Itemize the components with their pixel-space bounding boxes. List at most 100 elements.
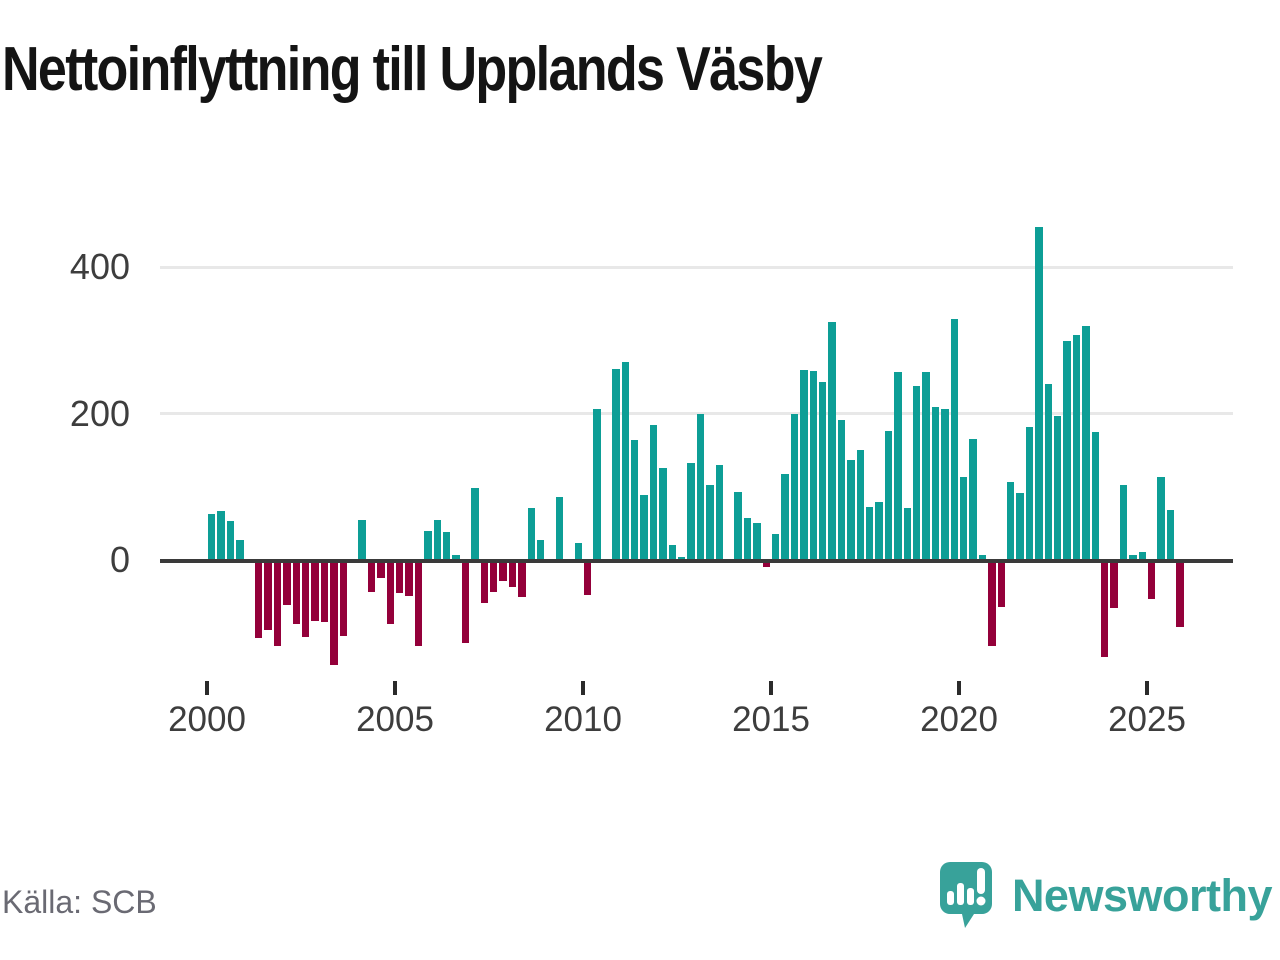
bar-2024-q4 bbox=[1138, 551, 1146, 561]
bar-2015-q2 bbox=[781, 473, 789, 561]
bar-2001-q4 bbox=[273, 562, 282, 646]
bar-2009-q4 bbox=[574, 543, 582, 561]
bar-2003-q3 bbox=[339, 562, 347, 637]
bar-2000-q4 bbox=[236, 540, 244, 561]
bar-chart: 0 200 400 2000 2005 2010 2015 2020 2025 bbox=[69, 227, 1233, 739]
x-axis-label-2015: 2015 bbox=[732, 700, 810, 739]
bar-2020-q2 bbox=[969, 439, 977, 561]
bar-2020-q3 bbox=[978, 554, 987, 561]
bar-2016-q4 bbox=[837, 420, 846, 561]
newsworthy-wordmark: Newsworthy bbox=[1011, 870, 1273, 921]
bar-2003-q2 bbox=[330, 562, 338, 666]
bar-2013-q1 bbox=[696, 414, 705, 561]
bar-2004-q2 bbox=[367, 562, 376, 592]
bar-2014-q3 bbox=[753, 523, 761, 561]
bar-2020-q4 bbox=[988, 562, 996, 647]
bar-2016-q2 bbox=[819, 382, 827, 561]
bar-2015-q3 bbox=[790, 413, 799, 561]
bar-2001-q2 bbox=[255, 562, 263, 639]
bar-2000-q1 bbox=[208, 513, 216, 561]
chart-title: Nettoinflyttning till Upplands Väsby bbox=[2, 35, 823, 104]
bar-2018-q4 bbox=[913, 385, 921, 561]
x-axis-label-2010: 2010 bbox=[544, 700, 622, 739]
bar-2004-q4 bbox=[386, 562, 394, 625]
bar-2000-q3 bbox=[226, 521, 235, 561]
x-axis-label-2000: 2000 bbox=[168, 700, 246, 739]
bar-2014-q4 bbox=[762, 562, 770, 568]
bar-2018-q2 bbox=[894, 372, 902, 561]
bar-2017-q1 bbox=[847, 459, 855, 561]
bar-2007-q4 bbox=[499, 562, 507, 582]
bar-2022-q2 bbox=[1044, 384, 1052, 561]
bar-2017-q4 bbox=[875, 502, 883, 561]
bar-2024-q3 bbox=[1129, 554, 1137, 561]
bar-2019-q1 bbox=[922, 372, 930, 561]
bar-2020-q1 bbox=[960, 476, 968, 561]
bar-2006-q2 bbox=[443, 532, 451, 561]
speech-bubble-bar-chart-icon bbox=[939, 862, 992, 928]
x-tick-2010 bbox=[581, 681, 585, 695]
bar-2010-q2 bbox=[593, 409, 601, 561]
bar-2008-q1 bbox=[508, 562, 517, 588]
bar-2007-q3 bbox=[490, 562, 498, 593]
x-tick-2000 bbox=[205, 681, 209, 695]
y-axis-label-200: 200 bbox=[69, 392, 130, 434]
bar-2025-q3 bbox=[1166, 510, 1175, 561]
x-tick-2025 bbox=[1145, 681, 1149, 695]
bar-2021-q3 bbox=[1016, 493, 1024, 561]
y-axis-label-0: 0 bbox=[109, 539, 130, 580]
bar-2024-q1 bbox=[1110, 562, 1118, 608]
bar-2012-q1 bbox=[659, 467, 667, 561]
x-tick-2005 bbox=[393, 681, 397, 695]
bar-2002-q2 bbox=[292, 562, 300, 625]
bar-2008-q3 bbox=[527, 508, 535, 561]
bar-2010-q1 bbox=[584, 562, 592, 596]
bar-2019-q3 bbox=[941, 408, 949, 561]
bar-2022-q3 bbox=[1054, 415, 1062, 561]
bar-2002-q3 bbox=[302, 562, 310, 637]
bar-2009-q2 bbox=[555, 497, 564, 561]
bar-2002-q4 bbox=[311, 562, 319, 621]
bar-2000-q2 bbox=[217, 510, 225, 561]
bar-2016-q3 bbox=[828, 322, 836, 561]
bar-2016-q1 bbox=[809, 370, 817, 561]
bar-2023-q1 bbox=[1072, 334, 1081, 561]
bar-2008-q4 bbox=[537, 539, 545, 561]
bar-2023-q4 bbox=[1101, 562, 1109, 658]
newsworthy-logo: Newsworthy bbox=[938, 860, 1273, 932]
bar-2014-q2 bbox=[743, 518, 752, 561]
bar-2012-q4 bbox=[687, 463, 695, 561]
x-tick-2015 bbox=[769, 681, 773, 695]
bar-2022-q4 bbox=[1063, 341, 1071, 561]
bar-2004-q1 bbox=[358, 520, 366, 561]
bar-2024-q2 bbox=[1119, 485, 1128, 561]
bar-2021-q1 bbox=[997, 562, 1005, 607]
bar-2008-q2 bbox=[518, 562, 526, 598]
bar-2018-q1 bbox=[884, 430, 893, 561]
bar-2014-q1 bbox=[734, 491, 742, 561]
bar-2021-q4 bbox=[1025, 426, 1034, 561]
bar-2021-q2 bbox=[1007, 481, 1015, 561]
bar-2011-q4 bbox=[649, 424, 658, 561]
bar-2003-q1 bbox=[320, 562, 329, 623]
bar-2010-q4 bbox=[612, 369, 620, 561]
bar-2005-q3 bbox=[414, 562, 423, 646]
grid-line-400 bbox=[160, 265, 1233, 269]
bar-2017-q3 bbox=[866, 506, 874, 561]
x-axis-label-2025: 2025 bbox=[1108, 700, 1186, 739]
bar-2025-q2 bbox=[1157, 477, 1165, 561]
bar-2001-q3 bbox=[264, 562, 272, 630]
source-label: Källa: SCB bbox=[2, 884, 157, 920]
bar-2017-q2 bbox=[856, 450, 864, 561]
bar-2015-q1 bbox=[772, 534, 780, 561]
bar-2019-q4 bbox=[950, 318, 958, 561]
bar-2005-q1 bbox=[396, 562, 404, 593]
bar-2002-q1 bbox=[283, 562, 291, 605]
bar-2025-q4 bbox=[1176, 562, 1184, 628]
bar-2011-q1 bbox=[621, 362, 629, 561]
bar-2025-q1 bbox=[1148, 562, 1156, 599]
bar-2006-q1 bbox=[433, 519, 441, 561]
bar-2005-q2 bbox=[405, 562, 413, 596]
bar-2022-q1 bbox=[1035, 227, 1043, 561]
